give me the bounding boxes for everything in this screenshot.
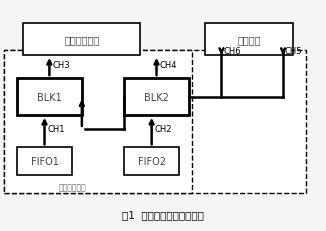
Text: 数据存储: 数据存储 bbox=[237, 35, 261, 45]
Text: BLK2: BLK2 bbox=[144, 92, 169, 102]
Text: BLK1: BLK1 bbox=[37, 92, 62, 102]
Text: FIFO1: FIFO1 bbox=[31, 156, 58, 166]
Text: CH3: CH3 bbox=[52, 60, 70, 69]
Text: CH5: CH5 bbox=[285, 46, 302, 55]
Bar bbox=[124, 148, 179, 175]
Bar bbox=[23, 24, 140, 56]
Bar bbox=[4, 51, 306, 194]
Text: CH4: CH4 bbox=[160, 60, 177, 69]
Text: 显示应用模块: 显示应用模块 bbox=[64, 35, 99, 45]
Text: CH2: CH2 bbox=[155, 125, 172, 134]
Bar bbox=[205, 24, 293, 56]
Bar bbox=[124, 79, 189, 116]
Text: CH6: CH6 bbox=[223, 46, 241, 55]
Text: FIFO2: FIFO2 bbox=[138, 156, 166, 166]
Text: 数据采集模块: 数据采集模块 bbox=[58, 182, 86, 191]
Bar bbox=[4, 51, 192, 194]
Bar bbox=[17, 148, 72, 175]
Text: CH1: CH1 bbox=[48, 125, 65, 134]
Bar bbox=[17, 79, 82, 116]
Text: 图1  数字化视频信号的流程: 图1 数字化视频信号的流程 bbox=[122, 209, 204, 219]
